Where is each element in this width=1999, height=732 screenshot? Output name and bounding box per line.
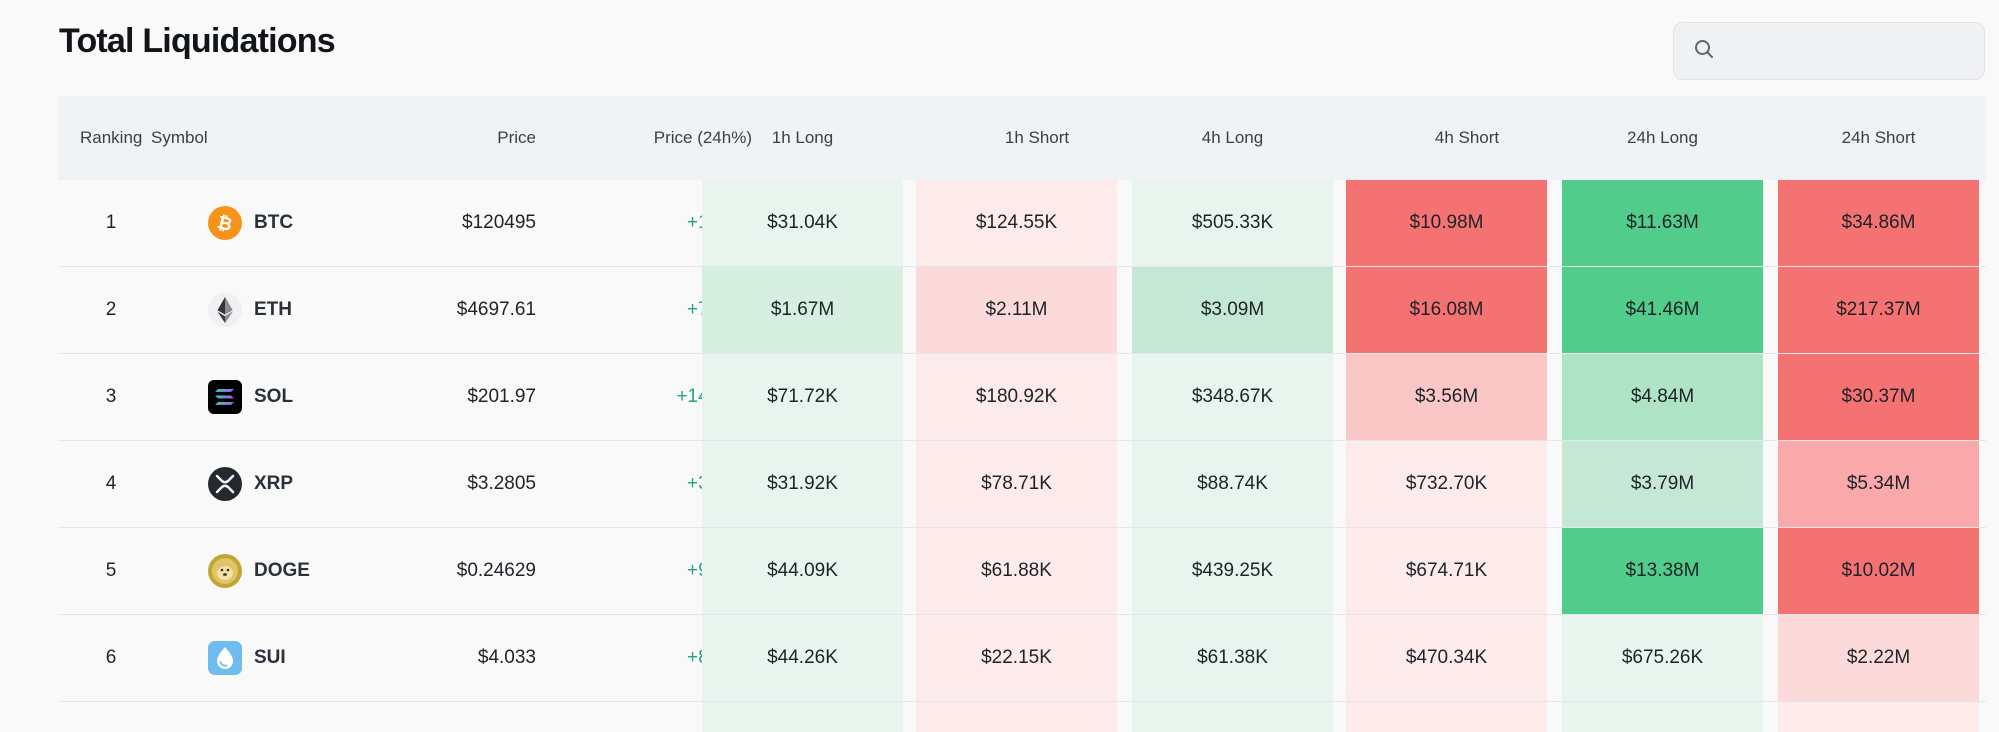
liq-24h-short-cell: $10.02M [1778, 528, 1979, 614]
liq-4h-long-cell: $88.74K [1132, 441, 1333, 527]
symbol-cell[interactable]: SUI [150, 615, 350, 701]
column-header-24h-short[interactable]: 24h Short [1841, 128, 1916, 147]
liq-4h-short-cell: $732.70K [1346, 441, 1547, 527]
symbol-cell[interactable]: ETH [150, 267, 350, 353]
liq-1h-short-cell: $61.88K [916, 528, 1117, 614]
liq-24h-long-cell: $3.79M [1562, 441, 1763, 527]
liq-24h-long-cell: $675.26K [1562, 615, 1763, 701]
liq-1h-long-cell: $31.04K [702, 180, 903, 266]
search-icon [1692, 37, 1716, 66]
liq-24h-long-cell: $41.46M [1562, 267, 1763, 353]
price-cell: $201.97 [467, 386, 536, 407]
rank-cell: 5 [105, 560, 117, 581]
column-header-price[interactable]: Price [497, 128, 536, 147]
symbol-label: SOL [254, 386, 294, 407]
liq-24h-short-cell: $34.86M [1778, 180, 1979, 266]
liq-4h-short-cell: $10.98M [1346, 180, 1547, 266]
liq-1h-short-cell: $2.11M [916, 267, 1117, 353]
liq-24h-short-cell: $217.37M [1778, 267, 1979, 353]
liq-1h-long-cell: $1.67M [702, 267, 903, 353]
liq-1h-long-cell: $71.72K [702, 354, 903, 440]
symbol-cell[interactable]: SOL [150, 354, 350, 440]
table-row[interactable]: 3 SOL $201.97 +14.12% $71.72K $180.92K $… [58, 354, 1986, 441]
symbol-label: XRP [254, 473, 294, 494]
symbol-label: SUI [254, 647, 286, 668]
xrp-icon [208, 467, 242, 501]
price-cell: $4.033 [477, 647, 536, 668]
liq-4h-short-cell: $674.71K [1346, 528, 1547, 614]
table-header: Ranking Symbol Price Price (24h%) 1h Lon… [58, 96, 1986, 180]
table-row-partial [58, 702, 1986, 732]
page-title: Total Liquidations [59, 22, 336, 60]
liq-4h-long-cell: $3.09M [1132, 267, 1333, 353]
rank-cell: 4 [105, 473, 117, 494]
solana-icon [208, 380, 242, 414]
column-header-ranking[interactable]: Ranking [80, 128, 143, 147]
heat-cell-partial [702, 702, 903, 732]
column-header-1h-short[interactable]: 1h Short [1004, 128, 1070, 147]
liq-1h-long-cell: $44.26K [702, 615, 903, 701]
liq-4h-short-cell: $470.34K [1346, 615, 1547, 701]
symbol-label: DOGE [254, 560, 310, 581]
rank-cell: 1 [105, 212, 117, 233]
liq-24h-short-cell: $30.37M [1778, 354, 1979, 440]
symbol-cell[interactable]: XRP [150, 441, 350, 527]
liq-24h-short-cell: $2.22M [1778, 615, 1979, 701]
bitcoin-icon: ₿ [208, 206, 242, 240]
column-header-24h-long[interactable]: 24h Long [1627, 128, 1698, 147]
liq-1h-long-cell: $31.92K [702, 441, 903, 527]
heat-cell-partial [1132, 702, 1333, 732]
price-cell: $0.24629 [456, 560, 536, 581]
column-header-4h-short[interactable]: 4h Short [1434, 128, 1500, 147]
table-row[interactable]: 2 ETH $4697.61 +7.12% $1.67M $2.11M $3.0… [58, 267, 1986, 354]
column-header-4h-long[interactable]: 4h Long [1201, 128, 1264, 147]
symbol-cell[interactable]: ₿ BTC [150, 180, 350, 266]
liq-4h-long-cell: $439.25K [1132, 528, 1333, 614]
search-box[interactable] [1673, 22, 1985, 80]
rank-cell: 3 [105, 386, 117, 407]
table-body: 1 ₿ BTC $120495 +1.30% $31.04K $124.55K … [58, 180, 1986, 732]
liq-1h-long-cell: $44.09K [702, 528, 903, 614]
ethereum-icon [208, 293, 242, 327]
liq-4h-short-cell: $3.56M [1346, 354, 1547, 440]
price-cell: $120495 [462, 212, 536, 233]
liq-4h-long-cell: $505.33K [1132, 180, 1333, 266]
price-cell: $3.2805 [467, 473, 536, 494]
symbol-label: ETH [254, 299, 292, 320]
liq-1h-short-cell: $180.92K [916, 354, 1117, 440]
column-header-price-change[interactable]: Price (24h%) [653, 128, 752, 147]
price-cell: $4697.61 [456, 299, 536, 320]
liq-4h-short-cell: $16.08M [1346, 267, 1547, 353]
rank-cell: 2 [105, 299, 117, 320]
liq-1h-short-cell: $78.71K [916, 441, 1117, 527]
heat-cell-partial [1562, 702, 1763, 732]
heat-cell-partial [1778, 702, 1979, 732]
column-header-1h-long[interactable]: 1h Long [771, 128, 834, 147]
search-input[interactable] [1726, 39, 1980, 63]
liquidations-table: Ranking Symbol Price Price (24h%) 1h Lon… [58, 96, 1986, 732]
rank-cell: 6 [105, 647, 117, 668]
column-header-symbol[interactable]: Symbol [151, 128, 208, 147]
liq-24h-long-cell: $4.84M [1562, 354, 1763, 440]
liq-4h-long-cell: $348.67K [1132, 354, 1333, 440]
table-row[interactable]: 6 SUI $4.033 +8.41% $44.26K $22.15K $61.… [58, 615, 1986, 702]
table-row[interactable]: 5 DOGE $0.24629 +9.54% $44.09K $61.88K $… [58, 528, 1986, 615]
liq-1h-short-cell: $22.15K [916, 615, 1117, 701]
liq-4h-long-cell: $61.38K [1132, 615, 1333, 701]
liq-24h-short-cell: $5.34M [1778, 441, 1979, 527]
liq-24h-long-cell: $11.63M [1562, 180, 1763, 266]
heat-cell-partial [1346, 702, 1547, 732]
table-row[interactable]: 1 ₿ BTC $120495 +1.30% $31.04K $124.55K … [58, 180, 1986, 267]
svg-text:₿: ₿ [215, 212, 234, 236]
dogecoin-icon [208, 554, 242, 588]
table-row[interactable]: 4 XRP $3.2805 +3.43% $31.92K $78.71K $88… [58, 441, 1986, 528]
liq-1h-short-cell: $124.55K [916, 180, 1117, 266]
heat-cell-partial [916, 702, 1117, 732]
sui-icon [208, 641, 242, 675]
symbol-cell[interactable]: DOGE [150, 528, 350, 614]
liq-24h-long-cell: $13.38M [1562, 528, 1763, 614]
symbol-label: BTC [254, 212, 294, 233]
